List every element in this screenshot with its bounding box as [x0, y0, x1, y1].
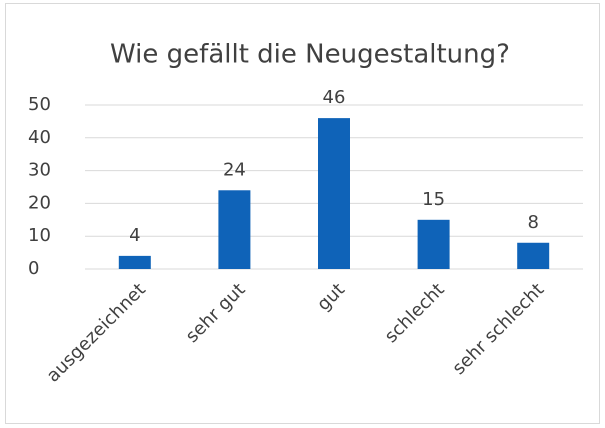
data-label: 8	[527, 212, 538, 233]
data-label: 46	[323, 87, 346, 108]
bar	[318, 118, 350, 270]
y-tick-label: 40	[28, 127, 51, 148]
bar	[218, 190, 251, 269]
bar	[417, 219, 450, 269]
chart-border	[5, 3, 600, 424]
y-tick-label: 50	[28, 94, 51, 115]
data-label: 24	[223, 159, 246, 180]
bar	[517, 242, 550, 269]
data-label: 15	[422, 189, 445, 210]
data-label: 4	[129, 225, 140, 246]
y-tick-label: 0	[28, 258, 39, 279]
bar	[118, 255, 151, 269]
y-tick-label: 30	[28, 160, 51, 181]
y-tick-label: 10	[28, 225, 51, 246]
y-tick-label: 20	[28, 192, 51, 213]
chart-title: Wie gefällt die Neugestaltung?	[110, 40, 510, 70]
